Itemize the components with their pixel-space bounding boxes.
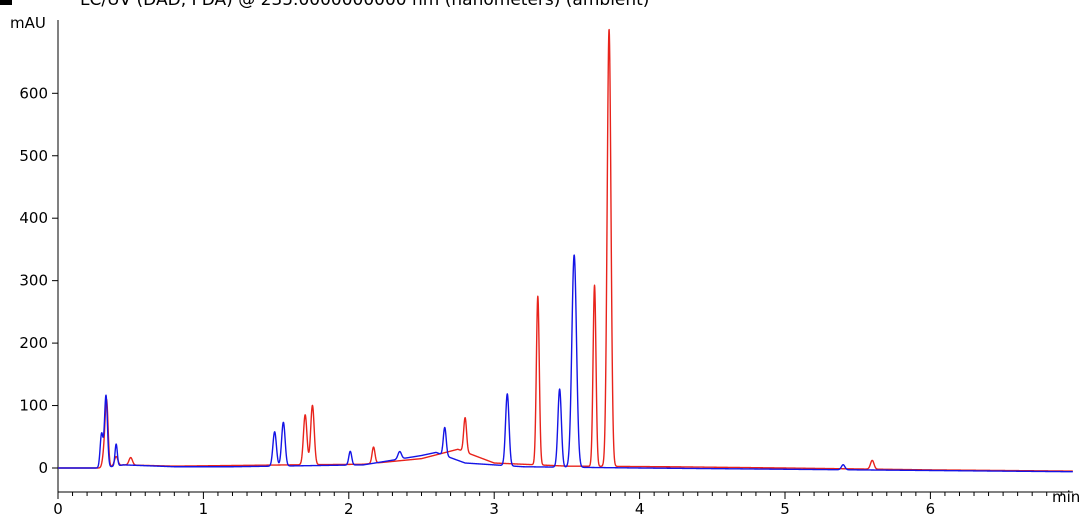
x-tick-label: 2: [344, 500, 354, 518]
x-tick-label: 1: [199, 500, 209, 518]
x-tick-label: 6: [926, 500, 936, 518]
series-line-1: [57, 28, 1074, 472]
series-line-2: [57, 254, 1074, 473]
series-layer: [57, 28, 1074, 473]
x-tick-label: 5: [780, 500, 790, 518]
x-tick-label: 4: [635, 500, 645, 518]
y-tick-label: 100: [19, 397, 48, 415]
y-tick-label: 500: [19, 147, 48, 165]
y-tick-label: 600: [19, 84, 48, 102]
x-axis-ticks: 0 1 2 3 4 5 6: [53, 492, 1062, 518]
y-tick-label: 400: [19, 209, 48, 227]
chart-title: LC/UV (DAD, PDA) @ 235.0000000000 nm (na…: [80, 0, 649, 10]
y-tick-label: 0: [38, 459, 48, 477]
y-tick-label: 200: [19, 334, 48, 352]
title-marker: [0, 0, 12, 5]
y-axis-unit-label: mAU: [10, 14, 46, 32]
x-tick-label: 0: [53, 500, 63, 518]
y-axis-ticks: 0 100 200 300 400 500 600: [19, 84, 58, 477]
x-axis-unit-label: min: [1052, 488, 1079, 506]
x-tick-label: 3: [489, 500, 499, 518]
y-tick-label: 300: [19, 272, 48, 290]
